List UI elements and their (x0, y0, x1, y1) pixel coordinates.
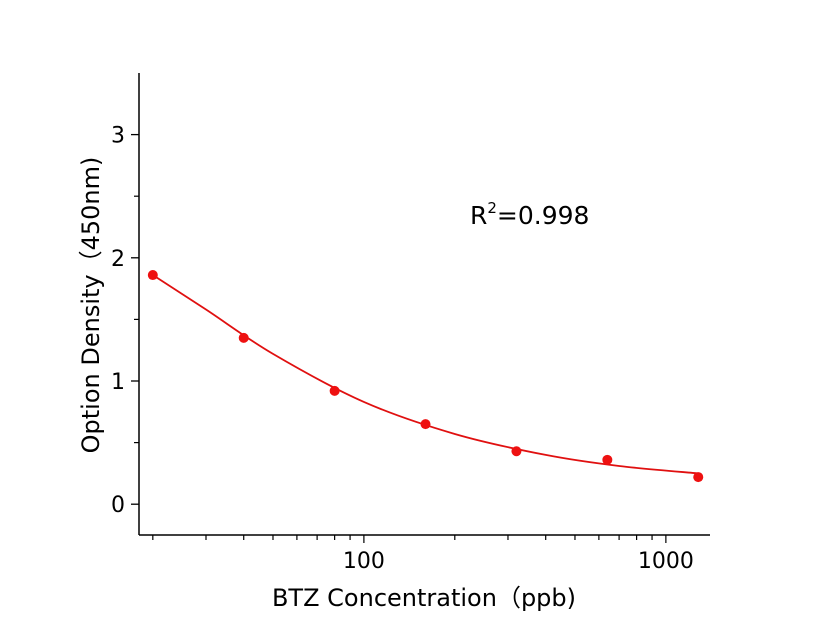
r-squared-annotation: R2=0.998 (470, 199, 589, 230)
x-tick-labels: 100 1000 (343, 549, 694, 574)
fit-curve (152, 274, 699, 475)
data-point (329, 385, 340, 396)
data-point (238, 332, 249, 343)
y-tick-label: 0 (111, 493, 125, 518)
data-points (147, 270, 704, 483)
y-tick-label: 3 (111, 124, 125, 149)
y-tick-label: 1 (111, 370, 125, 395)
axes (131, 73, 710, 543)
y-axis-label: Option Density（450nm) (77, 157, 105, 454)
data-point (511, 446, 522, 457)
data-point (147, 270, 158, 281)
y-tick-labels: 0 1 2 3 (111, 124, 125, 519)
x-tick-label: 1000 (638, 549, 694, 574)
x-tick-label: 100 (343, 549, 385, 574)
x-axis-label: BTZ Concentration（ppb) (272, 584, 576, 612)
data-point (602, 454, 613, 465)
data-point (420, 419, 431, 430)
data-point (693, 472, 704, 483)
y-tick-label: 2 (111, 247, 125, 272)
